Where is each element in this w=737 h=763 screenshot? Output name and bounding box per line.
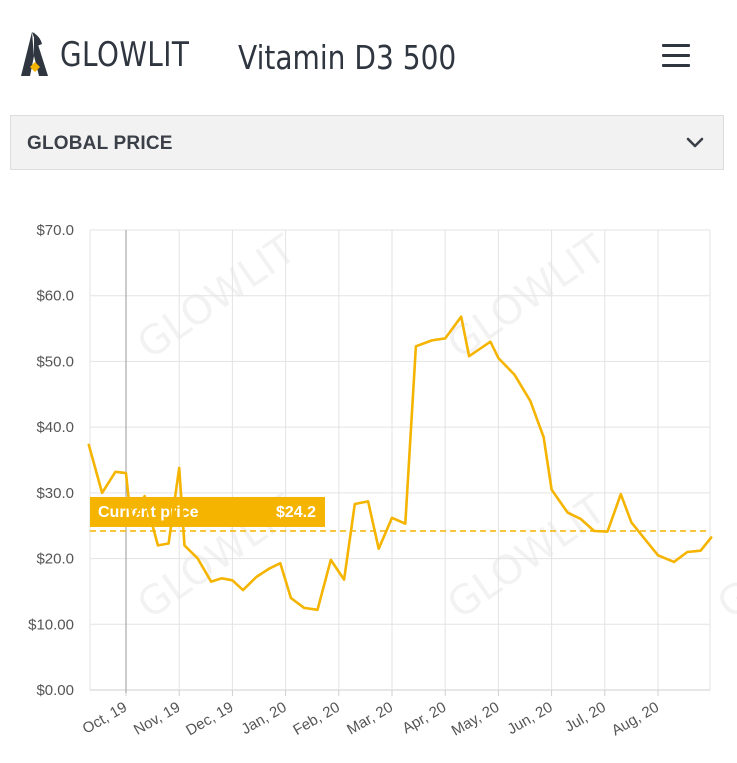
- global-price-accordion[interactable]: GLOBAL PRICE: [10, 115, 724, 170]
- watermark-text: GLOWLIT: [709, 486, 737, 628]
- x-tick-label: Jun, 20: [504, 699, 555, 738]
- x-tick-label: Feb, 20: [290, 699, 343, 739]
- watermark-text: GLOWLIT: [439, 486, 614, 628]
- x-tick-label: Oct, 19: [80, 699, 130, 738]
- current-price-value: $24.2: [276, 504, 316, 521]
- x-tick-label: Aug, 20: [609, 699, 662, 740]
- glowlit-logo-icon: [21, 32, 48, 76]
- section-title: GLOBAL PRICE: [27, 133, 173, 154]
- x-tick-label: Apr, 20: [400, 699, 450, 737]
- x-axis: Oct, 19 Nov, 19 Dec, 19 Jan, 20 Feb, 20 Mar, …: [80, 699, 662, 740]
- y-axis: $0.00 $10.00 $20.0 $30.0 $40.0 $50.0 $60.0 $70.…: [28, 222, 74, 699]
- chart-grid: [89, 229, 711, 696]
- y-tick-label: $60.0: [36, 288, 74, 305]
- chevron-down-icon[interactable]: [685, 132, 705, 152]
- x-tick-label: Jul, 20: [562, 699, 609, 736]
- brand-name: GLOWLIT: [60, 35, 190, 75]
- brand-logo[interactable]: GLOWLIT: [18, 30, 218, 80]
- y-tick-label: $70.0: [36, 222, 74, 239]
- x-tick-label: Dec, 19: [183, 699, 236, 740]
- y-tick-label: $20.0: [36, 551, 74, 568]
- price-series-line[interactable]: [87, 315, 713, 612]
- y-tick-label: $10.00: [28, 616, 74, 633]
- y-tick-label: $0.00: [36, 682, 74, 699]
- watermark-text: GLOWLIT: [129, 226, 304, 368]
- product-title: Vitamin D3 500: [238, 38, 457, 77]
- x-tick-label: Mar, 20: [344, 699, 396, 739]
- app-header: GLOWLIT Vitamin D3 500: [0, 0, 737, 115]
- watermark-text: GLOWLIT: [439, 226, 614, 368]
- x-tick-label: Nov, 19: [131, 699, 183, 739]
- y-tick-label: $30.0: [36, 485, 74, 502]
- y-tick-label: $40.0: [36, 419, 74, 436]
- hamburger-menu-icon[interactable]: [662, 44, 690, 70]
- x-tick-label: May, 20: [449, 699, 503, 740]
- y-tick-label: $50.0: [36, 353, 74, 370]
- x-tick-label: Jan, 20: [238, 699, 289, 738]
